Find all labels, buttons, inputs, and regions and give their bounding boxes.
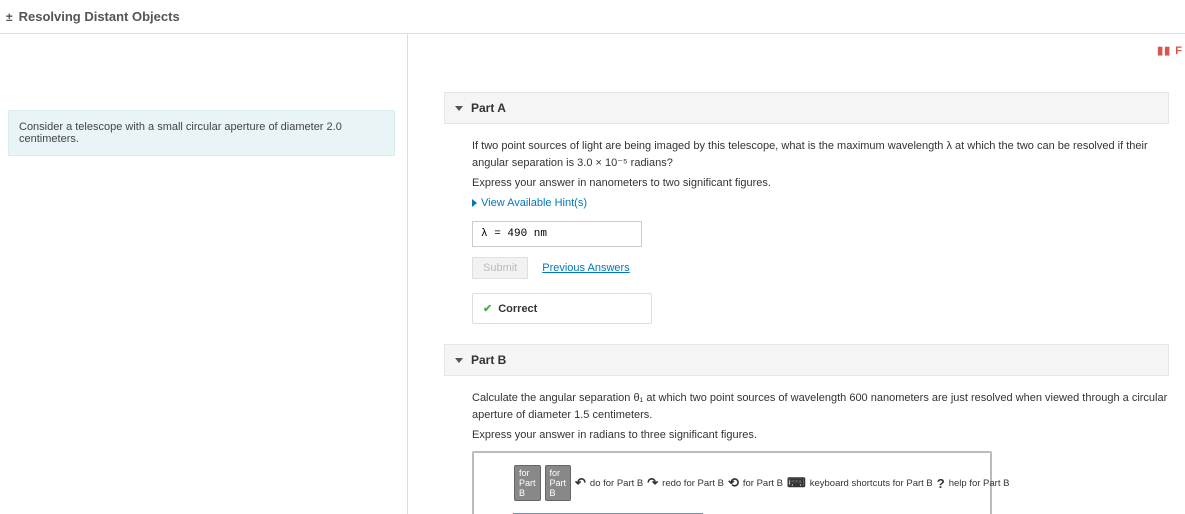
hint-link-text: View Available Hint(s) (481, 197, 587, 209)
caret-right-icon (472, 199, 477, 207)
chevron-down-icon (455, 358, 463, 363)
part-a-title: Part A (471, 101, 506, 115)
check-icon: ✔ (483, 302, 492, 315)
part-a-question: If two point sources of light are being … (472, 138, 1169, 171)
help-label: help for Part B (949, 478, 1010, 489)
part-b-question: Calculate the angular separation θ₁ at w… (472, 390, 1169, 423)
part-a-feedback: ✔ Correct (472, 293, 652, 324)
part-b-title: Part B (471, 353, 506, 367)
chevron-down-icon (455, 106, 463, 111)
keyboard-icon[interactable]: ⌨ (787, 475, 806, 491)
part-b-header[interactable]: Part B (444, 344, 1169, 376)
expand-collapse-icon[interactable]: ± (6, 10, 13, 24)
part-a-header[interactable]: Part A (444, 92, 1169, 124)
undo-icon[interactable]: ↶ (575, 475, 586, 491)
feedback-text: Correct (498, 303, 537, 315)
previous-answers-link[interactable]: Previous Answers (542, 262, 629, 274)
help-icon[interactable]: ? (937, 476, 945, 491)
flag-indicator[interactable]: ▮▮ F (1157, 44, 1183, 57)
redo-icon[interactable]: ↷ (647, 475, 658, 491)
right-column: ▮▮ F Part A If two point sources of ligh… (408, 34, 1185, 514)
part-a-instruction: Express your answer in nanometers to two… (472, 177, 1169, 189)
formatting-toolbar: for Part B for Part B ↶ do for Part B ↷ … (514, 465, 980, 501)
redo-label: redo for Part B (662, 478, 724, 489)
part-b-instruction: Express your answer in radians to three … (472, 429, 1169, 441)
part-b-body: Calculate the angular separation θ₁ at w… (444, 376, 1169, 514)
part-a-answer-input[interactable] (472, 221, 642, 247)
reset-label: for Part B (743, 478, 783, 489)
keyboard-label: keyboard shortcuts for Part B (810, 478, 933, 489)
toolbar-format-button-1[interactable]: for Part B (514, 465, 541, 501)
toolbar-format-button-2[interactable]: for Part B (545, 465, 572, 501)
reset-icon[interactable]: ⟲ (728, 475, 739, 491)
left-column: Consider a telescope with a small circul… (0, 34, 408, 514)
part-a-submit-button: Submit (472, 257, 528, 279)
view-hints-link[interactable]: View Available Hint(s) (472, 197, 1169, 209)
page-title: Resolving Distant Objects (19, 9, 180, 24)
undo-label: do for Part B (590, 478, 643, 489)
top-bar: ± Resolving Distant Objects (0, 0, 1185, 34)
part-a-body: If two point sources of light are being … (444, 124, 1169, 324)
answer-toolbar-box: for Part B for Part B ↶ do for Part B ↷ … (472, 451, 992, 514)
problem-statement: Consider a telescope with a small circul… (8, 110, 395, 156)
